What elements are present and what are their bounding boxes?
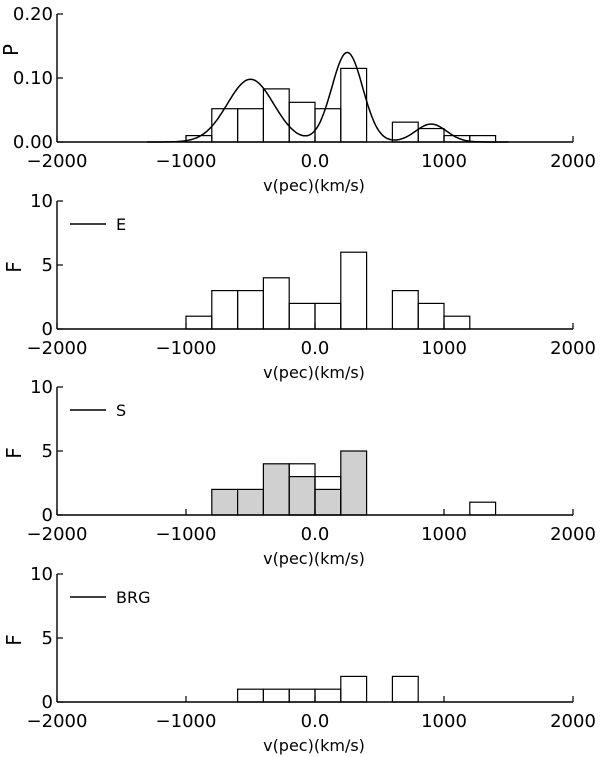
histogram-bar bbox=[391, 675, 419, 703]
histogram-bar bbox=[469, 501, 497, 516]
x-tick-label: −2000 bbox=[27, 151, 88, 172]
x-tick-label: 1000 bbox=[421, 711, 467, 732]
histogram-bar bbox=[340, 67, 368, 143]
y-tick-label: 0 bbox=[42, 319, 53, 340]
histogram-bar-shaded bbox=[314, 488, 342, 516]
x-tick-label: −1000 bbox=[156, 524, 217, 545]
y-tick-label: 0.10 bbox=[13, 68, 53, 89]
histogram-bar bbox=[185, 315, 213, 330]
y-tick-label: 10 bbox=[30, 564, 53, 585]
y-axis-label: F bbox=[2, 261, 26, 273]
x-tick-label: −2000 bbox=[27, 338, 88, 359]
histogram-bar bbox=[417, 302, 445, 330]
x-tick-label: 1000 bbox=[421, 338, 467, 359]
y-axis-label: P bbox=[0, 44, 23, 56]
y-tick-label: 5 bbox=[42, 441, 53, 462]
x-tick-label: 0.0 bbox=[301, 711, 330, 732]
s-panel: −2000 −1000 0.0 1000 2000 0 5 10 Fv(pec)(km/s) S bbox=[2, 377, 596, 568]
y-axis-label: F bbox=[2, 634, 26, 646]
histogram-bar bbox=[288, 302, 316, 330]
histogram-bar bbox=[288, 688, 316, 703]
x-tick-label: −1000 bbox=[156, 338, 217, 359]
histogram-bar bbox=[340, 251, 368, 330]
x-tick-label: 0.0 bbox=[301, 524, 330, 545]
y-tick-label: 0.20 bbox=[13, 4, 53, 25]
e-panel: −2000 −1000 0.0 1000 2000 0 5 10 Fv(pec)(km/s) E bbox=[2, 191, 596, 382]
histogram-bar bbox=[443, 315, 471, 330]
histogram-bar bbox=[211, 108, 239, 143]
histogram-bar bbox=[391, 290, 419, 330]
histogram-bar-shaded bbox=[288, 476, 316, 516]
histogram-bar-shaded bbox=[237, 488, 265, 516]
x-axis-label: v(pec)(km/s) bbox=[263, 176, 365, 195]
legend-label: BRG bbox=[116, 588, 151, 607]
brg-panel: −2000 −1000 0.0 1000 2000 0 5 10 Fv(pec)(km/s) BR… bbox=[2, 564, 596, 755]
x-tick-label: 2000 bbox=[550, 711, 596, 732]
histogram-bar bbox=[314, 302, 342, 330]
histogram-bar bbox=[237, 108, 265, 143]
x-axis-label: v(pec)(km/s) bbox=[263, 736, 365, 755]
x-tick-label: 1000 bbox=[421, 524, 467, 545]
y-tick-label: 5 bbox=[42, 628, 53, 649]
histogram-bar bbox=[262, 277, 290, 330]
x-tick-label: 2000 bbox=[550, 151, 596, 172]
histogram-bar-shaded bbox=[211, 488, 239, 516]
histogram-bar bbox=[417, 127, 445, 143]
y-axis-label: F bbox=[2, 447, 26, 459]
y-tick-label: 0.00 bbox=[13, 132, 53, 153]
histogram-bar-shaded bbox=[262, 463, 290, 516]
x-tick-label: −1000 bbox=[156, 711, 217, 732]
y-tick-label: 0 bbox=[42, 692, 53, 713]
histogram-bar-shaded bbox=[340, 450, 368, 516]
x-tick-label: −2000 bbox=[27, 524, 88, 545]
y-tick-label: 10 bbox=[30, 191, 53, 212]
legend-label: E bbox=[116, 215, 126, 234]
density-curve bbox=[147, 51, 509, 143]
histogram-bar bbox=[262, 88, 290, 143]
x-tick-label: −1000 bbox=[156, 151, 217, 172]
x-tick-label: 1000 bbox=[421, 151, 467, 172]
x-tick-label: 2000 bbox=[550, 338, 596, 359]
histogram-bar bbox=[314, 688, 342, 703]
legend-label: S bbox=[116, 401, 126, 420]
x-tick-label: −2000 bbox=[27, 711, 88, 732]
histogram-bar bbox=[237, 688, 265, 703]
x-axis-label: v(pec)(km/s) bbox=[263, 363, 365, 382]
histogram-bar bbox=[340, 675, 368, 703]
x-axis-label: v(pec)(km/s) bbox=[263, 549, 365, 568]
histogram-bar bbox=[211, 290, 239, 330]
y-tick-label: 10 bbox=[30, 377, 53, 398]
x-tick-label: 0.0 bbox=[301, 338, 330, 359]
x-tick-label: 0.0 bbox=[301, 151, 330, 172]
histogram-bar bbox=[262, 688, 290, 703]
p-panel: −2000 −1000 0.0 1000 2000 0.00 0.10 0.20 Pv(pec)… bbox=[0, 4, 596, 195]
histogram-bar bbox=[237, 290, 265, 330]
y-tick-label: 0 bbox=[42, 505, 53, 526]
x-tick-label: 2000 bbox=[550, 524, 596, 545]
y-tick-label: 5 bbox=[42, 255, 53, 276]
